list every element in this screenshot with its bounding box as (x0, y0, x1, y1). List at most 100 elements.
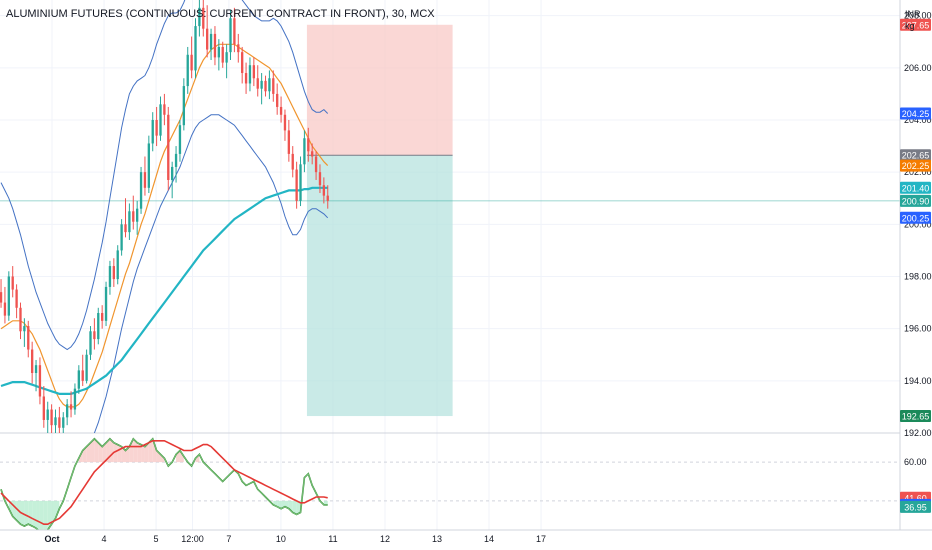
y-tick-label: 198.00 (904, 271, 932, 281)
candle-body (77, 370, 80, 389)
candle-body (81, 370, 84, 381)
unit-label: kg (905, 21, 915, 31)
x-tick-label: 13 (432, 534, 442, 544)
candle (252, 57, 256, 87)
candle (151, 112, 154, 152)
candle-body (42, 396, 45, 420)
position-zones (306, 24, 453, 417)
rsi-overbought-fill (113, 442, 118, 463)
candle (198, 0, 201, 37)
rsi-overbought-fill (152, 438, 157, 463)
candle-body (276, 93, 279, 107)
price-badge-bg (900, 410, 931, 423)
rsi-line-highlight (0, 438, 328, 530)
candle-body (174, 153, 178, 167)
candle-body (34, 365, 38, 374)
bollinger-lower-line (93, 114, 329, 433)
candle (58, 406, 61, 433)
candle (314, 151, 318, 180)
x-tick-label: Oct (45, 534, 60, 544)
candle-body (104, 286, 108, 321)
y-tick-label: 208.00 (904, 11, 932, 21)
candle-body (97, 313, 100, 340)
rsi-overbought-fill (94, 438, 99, 463)
candle-body (279, 106, 283, 115)
candle (116, 245, 119, 285)
price-badge-text: 202.25 (902, 161, 930, 171)
candle (0, 279, 3, 308)
candle (206, 5, 209, 58)
rsi-overbought-fill (137, 442, 142, 463)
price-badge-text: 204.25 (902, 109, 930, 119)
candle-body (252, 65, 256, 79)
candle (73, 383, 77, 415)
price-axis-bg (900, 0, 932, 550)
rsi-overbought-fill (90, 438, 95, 463)
candle-body (268, 78, 271, 92)
candle-body (217, 46, 221, 58)
candle-body (283, 114, 287, 131)
candle-body (139, 172, 143, 209)
price-badge: 200.25 (900, 211, 931, 224)
x-tick-label: 12 (380, 534, 390, 544)
candle (65, 399, 69, 426)
candle-body (108, 266, 112, 287)
price-badge-text: 192.65 (902, 412, 930, 422)
candle (283, 109, 287, 141)
candle-body (15, 289, 18, 308)
price-badge: 202.65 (900, 149, 931, 162)
candle (217, 39, 221, 71)
candle (241, 46, 244, 84)
rsi-signal-line (0, 439, 328, 526)
candle (100, 305, 104, 329)
price-badge-bg (900, 149, 931, 162)
candle-body (54, 417, 57, 426)
candle (104, 281, 108, 327)
y-tick-label: 206.00 (904, 63, 932, 73)
candle (124, 198, 127, 238)
price-badge-bg (900, 159, 931, 172)
candle (159, 96, 162, 141)
rsi-oversold-fill (43, 500, 48, 530)
price-badge-bg (900, 181, 931, 194)
candle (167, 106, 170, 191)
ema200-line (0, 186, 328, 395)
candle (139, 166, 143, 214)
y-tick-label: 196.00 (904, 324, 932, 334)
currency-label: INR (905, 9, 921, 19)
rsi-overbought-fill (117, 444, 122, 463)
x-tick-label: 7 (226, 534, 231, 544)
candles (0, 0, 329, 433)
candle-body (178, 125, 182, 154)
rsi-oversold-fill (296, 500, 301, 515)
price-badge-bg (900, 18, 931, 31)
candle (307, 127, 310, 162)
candle-body (143, 172, 147, 188)
candle (256, 65, 259, 97)
candle-body (124, 224, 127, 233)
candle-body (120, 224, 123, 251)
rsi-oversold-fill (51, 500, 56, 525)
candle (202, 0, 205, 37)
candle (182, 78, 186, 131)
candle-body (3, 302, 7, 316)
candle-body (322, 185, 326, 196)
price-badge: 204.25 (900, 107, 931, 120)
rsi-overbought-fill (102, 442, 107, 463)
candle (27, 320, 30, 358)
candle (42, 386, 45, 428)
candle (112, 258, 115, 287)
candle (276, 83, 279, 115)
candle (311, 143, 314, 165)
candle (34, 359, 38, 392)
rsi-overbought-fill (144, 442, 149, 463)
candle-body (209, 33, 213, 50)
candle (186, 46, 189, 94)
candle (30, 341, 34, 384)
candle (233, 7, 236, 53)
rsi-badge-text: 36.95 (904, 502, 927, 512)
candle-body (241, 52, 244, 74)
